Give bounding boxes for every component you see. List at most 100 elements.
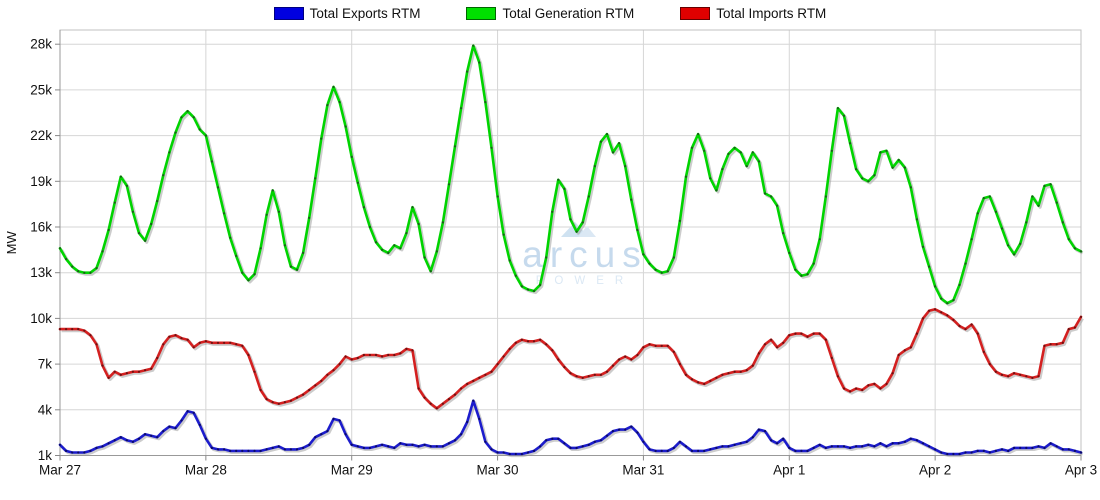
data-point-marker [216,341,220,344]
data-point-marker [393,353,396,357]
data-point-marker [605,133,609,136]
data-point-marker [551,210,554,213]
data-point-marker [581,221,584,224]
data-point-marker [466,70,469,73]
data-point-marker [739,442,742,445]
data-point-marker [751,151,754,154]
data-point-marker [447,183,451,186]
data-point-marker [356,445,359,448]
legend-item-total-imports[interactable]: Total Imports RTM [680,6,826,21]
data-point-marker [411,443,414,446]
legend-item-total-exports[interactable]: Total Exports RTM [273,6,420,21]
data-point-marker [921,317,925,320]
data-point-marker [776,442,779,445]
data-point-marker [928,309,931,312]
data-point-marker [611,151,615,154]
data-point-marker [223,448,226,451]
data-point-marker [782,437,785,440]
x-tick-label: Mar 29 [331,463,373,478]
x-tick-label: Mar 27 [39,463,81,478]
data-point-marker [788,251,791,254]
data-point-marker [302,393,305,396]
data-point-marker [952,318,955,321]
data-point-marker [265,398,268,401]
watermark-brand-text: arcus [522,234,647,275]
data-point-marker [150,434,153,437]
data-point-marker [435,407,438,410]
data-point-marker [678,363,682,366]
data-point-marker [58,443,62,446]
data-point-marker [156,436,159,439]
data-point-marker [332,369,335,372]
data-point-marker [733,443,736,446]
data-point-marker [1031,446,1034,449]
data-point-marker [107,442,110,445]
data-point-marker [520,285,524,288]
data-point-marker [873,174,876,177]
data-point-marker [168,335,171,338]
data-point-marker [277,445,280,448]
data-point-marker [508,259,511,262]
data-point-marker [873,382,876,385]
data-point-marker [751,364,754,367]
y-tick-label: 4k [38,402,53,417]
data-point-marker [624,165,627,168]
data-point-marker [970,238,973,241]
data-point-marker [308,443,311,446]
x-tick-label: Apr 2 [919,463,951,478]
data-point-marker [399,442,402,445]
data-point-marker [368,225,371,229]
data-point-marker [988,451,991,454]
data-point-marker [812,332,815,335]
data-point-marker [648,448,651,451]
data-point-marker [472,44,475,47]
legend-item-total-generation[interactable]: Total Generation RTM [466,6,634,21]
data-point-marker [405,347,408,350]
data-point-marker [125,439,128,442]
data-point-marker [423,396,426,399]
data-point-marker [1043,446,1046,449]
y-tick-label: 19k [30,174,52,189]
data-point-marker [144,239,147,242]
data-point-marker [520,452,524,456]
x-tick-label: Apr 3 [1065,463,1097,478]
data-point-marker [320,379,323,382]
data-point-marker [654,344,657,347]
data-point-marker [1031,376,1034,379]
data-point-marker [575,230,578,233]
data-point-marker [1019,373,1022,376]
data-point-marker [593,440,596,443]
data-point-marker [1073,247,1076,250]
data-point-marker [192,116,195,119]
data-point-marker [235,343,238,346]
data-point-marker [824,338,827,341]
data-point-marker [1073,326,1076,329]
legend-label: Total Imports RTM [716,6,827,21]
data-point-marker [703,382,706,385]
y-tick-label: 25k [30,82,52,97]
data-point-marker [192,346,195,349]
data-point-marker [162,343,165,346]
data-point-marker [83,271,86,274]
data-point-marker [551,349,554,352]
data-point-marker [1007,375,1010,378]
data-point-marker [210,160,213,163]
data-point-marker [344,125,347,128]
data-point-marker [618,358,621,361]
x-tick-label: Mar 31 [622,463,664,478]
data-point-marker [1061,341,1064,344]
data-point-marker [660,344,663,347]
data-point-marker [478,61,481,64]
data-point-marker [879,442,882,445]
data-point-marker [198,423,201,427]
data-point-marker [946,452,949,456]
data-point-marker [849,390,852,393]
data-point-marker [648,343,651,346]
data-point-marker [174,334,177,337]
data-point-marker [460,107,463,110]
data-point-marker [563,366,566,369]
y-tick-label: 1k [38,448,53,463]
data-point-marker [168,425,171,428]
y-tick-label: 16k [30,220,52,235]
data-point-marker [946,302,949,305]
